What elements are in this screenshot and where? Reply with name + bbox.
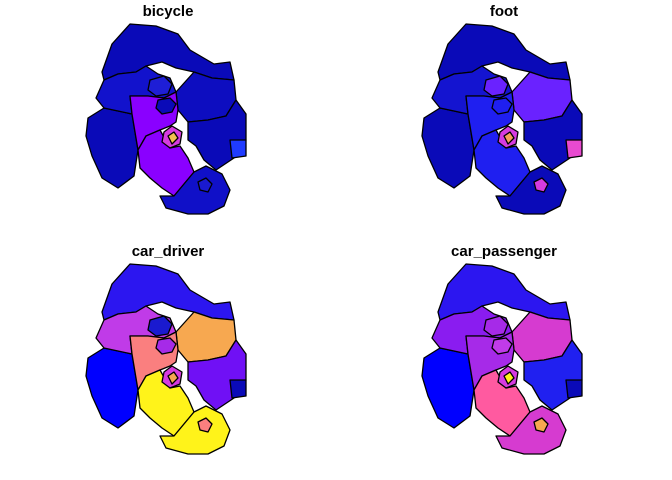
region-se-spot	[533, 177, 549, 193]
region-se-spot	[533, 417, 549, 433]
region-small-inner	[147, 75, 173, 97]
region-far-east	[565, 379, 583, 399]
region-small-inner	[483, 315, 509, 337]
region-south-east	[159, 165, 231, 215]
region-west	[85, 107, 139, 189]
panel-title: bicycle	[143, 3, 194, 20]
region-west	[421, 347, 475, 429]
region-se-spot	[197, 417, 213, 433]
region-town-core	[503, 371, 515, 385]
panel-title: foot	[490, 3, 518, 20]
panel-title: car_passenger	[451, 243, 557, 260]
region-map	[85, 263, 247, 455]
panel-foot: foot	[421, 3, 583, 215]
region-map	[85, 23, 247, 215]
region-map	[421, 23, 583, 215]
region-south-east	[495, 165, 567, 215]
region-north	[437, 23, 571, 81]
region-north	[101, 263, 235, 321]
region-south-east	[159, 405, 231, 455]
panel-bicycle: bicycle	[85, 3, 247, 215]
region-west	[85, 347, 139, 429]
region-ring-blob	[155, 97, 177, 115]
region-far-east	[229, 139, 247, 159]
region-town-core	[167, 131, 179, 145]
region-ring-blob	[491, 337, 513, 355]
region-north	[437, 263, 571, 321]
region-town-core	[167, 371, 179, 385]
region-ring-blob	[491, 97, 513, 115]
region-ring-blob	[155, 337, 177, 355]
region-town-core	[503, 131, 515, 145]
region-map	[421, 263, 583, 455]
region-se-spot	[197, 177, 213, 193]
region-small-inner	[147, 315, 173, 337]
region-small-inner	[483, 75, 509, 97]
panel-car-passenger: car_passenger	[421, 243, 583, 455]
panel-title: car_driver	[132, 243, 205, 260]
region-north	[101, 23, 235, 81]
panel-car-driver: car_driver	[85, 243, 247, 455]
region-west	[421, 107, 475, 189]
region-south-east	[495, 405, 567, 455]
region-far-east	[565, 139, 583, 159]
region-far-east	[229, 379, 247, 399]
